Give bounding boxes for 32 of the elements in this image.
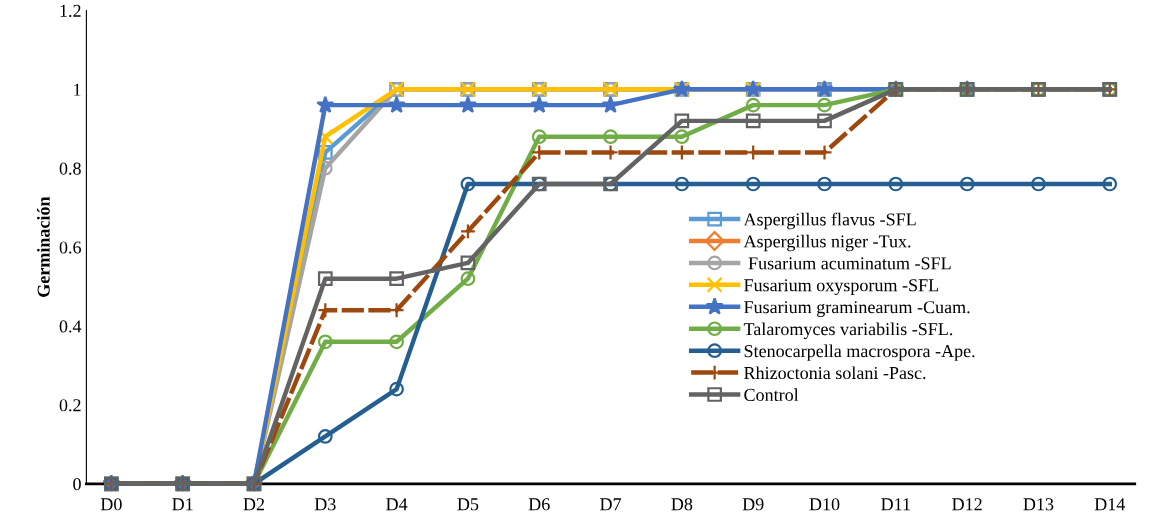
y-tick-label: 0.2 [59, 399, 81, 412]
y-tick-label: 0.4 [59, 320, 82, 333]
legend-label: Talaromyces variabilis -SFL. [743, 322, 953, 339]
y-tick-label: 1 [74, 83, 81, 96]
y-tick-label: 0 [73, 478, 81, 491]
legend-label: Aspergillus niger -Tux. [743, 234, 911, 252]
x-tick-label: D2 [243, 498, 265, 511]
x-tick-label: D6 [528, 498, 550, 511]
legend-label: Fusarium oxysporum -SFL [744, 279, 939, 296]
legend-label: Aspergillus flavus -SFL [743, 212, 916, 230]
x-tick-label: D8 [671, 498, 693, 511]
x-tick-label: D10 [809, 498, 840, 511]
x-tick-label: D0 [100, 498, 122, 511]
y-tick-label: 0.8 [59, 162, 81, 175]
x-tick-label: D5 [457, 498, 479, 511]
x-tick-label: D1 [172, 498, 193, 511]
x-tick-label: D12 [952, 498, 982, 511]
x-tick-label: D3 [314, 498, 336, 511]
y-tick-label: 1.2 [60, 4, 81, 17]
x-tick-label: D13 [1023, 498, 1054, 511]
legend-label: Stenocarpella macrospora -Ape. [744, 344, 975, 361]
y-axis-title: Germinación [37, 196, 50, 297]
x-tick-label: D9 [742, 498, 764, 511]
legend-label: Fusarium acuminatum -SFL [748, 257, 951, 270]
legend-label: Fusarium graminearum -Cuam. [744, 301, 970, 317]
x-tick-label: D4 [386, 498, 408, 511]
legend-label: Rhizoctonia solani -Pasc. [744, 366, 926, 380]
y-tick-label: 0.6 [59, 241, 81, 254]
x-tick-label: D14 [1094, 498, 1126, 511]
x-tick-label: D7 [600, 498, 622, 511]
x-tick-label: D11 [881, 498, 910, 511]
legend-label: Control [744, 388, 799, 401]
